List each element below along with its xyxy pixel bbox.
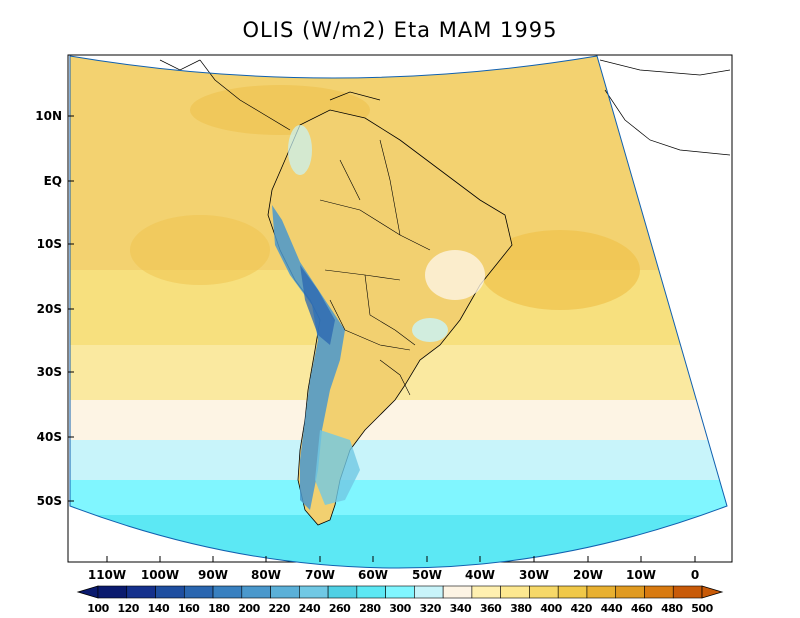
country-borders — [319, 139, 431, 396]
field-patch-west — [130, 215, 270, 285]
colorbar-tick-label: 340 — [449, 602, 472, 615]
lon-label-0: 0 — [690, 568, 700, 582]
colorbar-tick-label: 480 — [661, 602, 683, 615]
field-patch-north-andes — [288, 125, 312, 175]
colorbar-swatch — [183, 585, 214, 599]
colorbar-swatch — [385, 585, 415, 599]
lat-label-20S: 20S — [36, 302, 62, 316]
colorbar-swatch — [212, 585, 243, 599]
colorbar-tick-label: 300 — [389, 602, 411, 615]
colorbar-under-arrow — [76, 585, 99, 599]
lon-ticks — [106, 556, 696, 562]
colorbar-tick-label: 260 — [328, 602, 351, 615]
field-patch-ne — [425, 250, 485, 300]
lat-label-EQ: EQ — [43, 174, 62, 188]
colorbar-swatch — [270, 585, 300, 599]
colorbar-swatch — [155, 585, 185, 599]
colorbar-swatch — [500, 585, 530, 599]
lon-label-110W: 110W — [87, 568, 127, 582]
colorbar-tick-label: 240 — [298, 602, 321, 615]
lat-label-50S: 50S — [36, 494, 62, 508]
colorbar-tick-label: 380 — [510, 602, 532, 615]
colorbar-swatch — [414, 585, 444, 599]
colorbar-swatch — [327, 585, 358, 599]
colorbar-tick-label: 460 — [630, 602, 653, 615]
colorbar-tick-label: 440 — [600, 602, 623, 615]
patagonia-field — [315, 430, 360, 505]
lon-label-20W: 20W — [573, 568, 603, 582]
lon-label-40W: 40W — [465, 568, 495, 582]
field-patch-east — [480, 230, 640, 310]
lon-label-30W: 30W — [519, 568, 549, 582]
colorbar-swatch — [471, 585, 501, 599]
colorbar-swatch — [529, 585, 559, 599]
lat-ticks — [68, 115, 74, 502]
lon-label-70W: 70W — [305, 568, 335, 582]
lon-label-50W: 50W — [412, 568, 442, 582]
map-title: OLIS (W/m2) Eta MAM 1995 — [242, 18, 558, 42]
lat-label-10N: 10N — [35, 109, 62, 123]
south-america — [267, 109, 513, 526]
andes-range — [272, 205, 345, 510]
colorbar-swatch — [126, 585, 156, 599]
lon-label-10W: 10W — [626, 568, 656, 582]
colorbar-tick-label: 200 — [238, 602, 260, 615]
field-band-50S — [70, 480, 727, 515]
colorbar-swatch — [586, 585, 617, 599]
colorbar-tick-label: 160 — [177, 602, 200, 615]
lat-label-10S: 10S — [36, 237, 62, 251]
domain-outline — [69, 55, 728, 569]
lat-label-40S: 40S — [36, 430, 62, 444]
field-patch-coast — [412, 318, 448, 342]
lon-label-80W: 80W — [251, 568, 281, 582]
colorbar-tick-label: 400 — [540, 602, 562, 615]
colorbar-tick-label: 140 — [147, 602, 170, 615]
colorbar-swatch — [644, 585, 674, 599]
colorbar-swatch — [615, 585, 645, 599]
colorbar-swatch — [442, 585, 473, 599]
colorbar-over-arrow — [701, 585, 724, 599]
colorbar-tick-label: 100 — [87, 602, 109, 615]
colorbar-tick-label: 180 — [208, 602, 230, 615]
field-band-40S — [70, 400, 727, 440]
colorbar-tick-label: 220 — [268, 602, 290, 615]
colorbar-tick-label: 420 — [570, 602, 592, 615]
lon-label-60W: 60W — [358, 568, 388, 582]
lon-label-90W: 90W — [198, 568, 228, 582]
colorbar — [76, 585, 724, 599]
andes-high — [300, 265, 335, 345]
lat-label-30S: 30S — [36, 365, 62, 379]
colorbar-swatch — [672, 585, 703, 599]
field-band-45S — [70, 440, 727, 480]
lon-label-100W: 100W — [140, 568, 180, 582]
colorbar-swatch — [97, 585, 128, 599]
colorbar-swatch — [299, 585, 329, 599]
colorbar-swatch — [356, 585, 386, 599]
colorbar-tick-label: 500 — [691, 602, 713, 615]
colorbar-tick-label: 360 — [479, 602, 502, 615]
colorbar-tick-label: 320 — [419, 602, 441, 615]
colorbar-swatch — [241, 585, 271, 599]
colorbar-tick-label: 280 — [359, 602, 381, 615]
olr-field — [70, 56, 727, 568]
colorbar-swatch — [557, 585, 588, 599]
colorbar-tick-label: 120 — [117, 602, 139, 615]
